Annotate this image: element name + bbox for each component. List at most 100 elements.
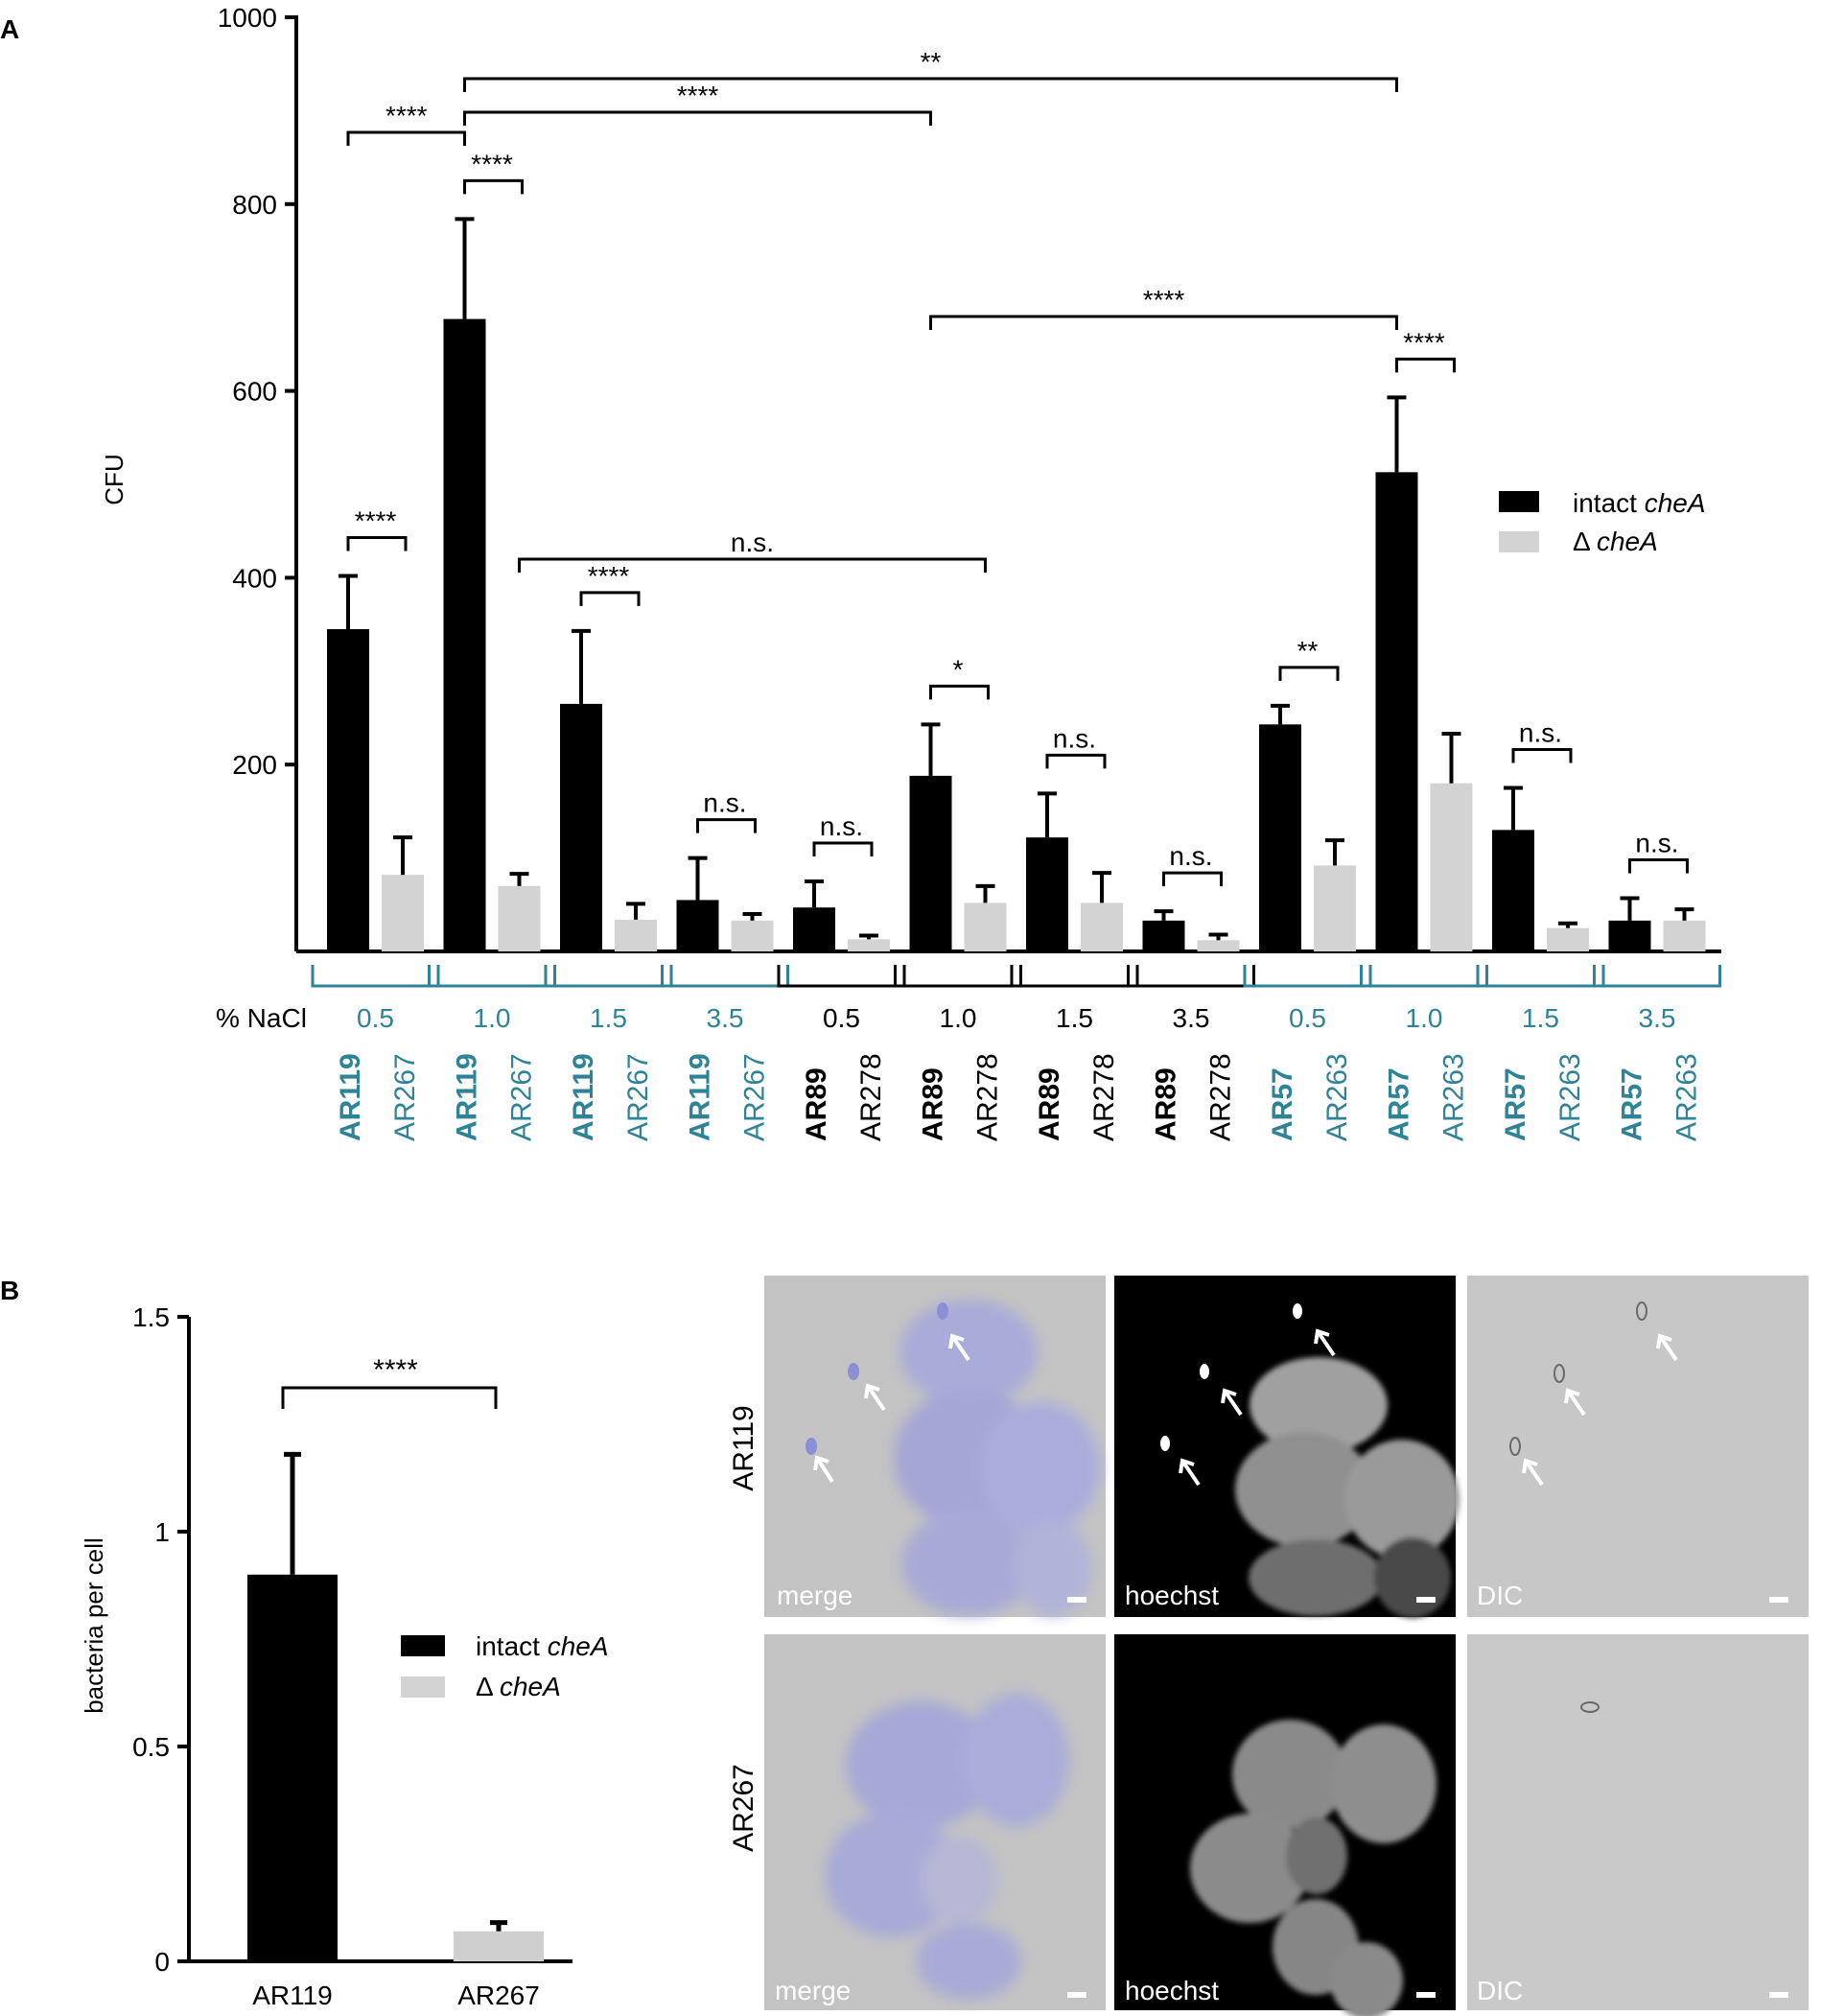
micrograph-ar267-dic: DIC	[1467, 1634, 1809, 2010]
nacl-value: 1.5	[590, 1003, 627, 1033]
significance-label: n.s.	[703, 788, 746, 818]
comparison-label: **	[921, 47, 942, 77]
group-bracket	[1243, 965, 1372, 988]
bar-intact	[793, 907, 835, 951]
group-bracket	[1476, 965, 1605, 988]
legend-label-delta: Δ cheA	[1573, 527, 1658, 556]
significance-label: ****	[1403, 327, 1445, 357]
group-bracket	[1360, 965, 1488, 988]
comparison-bracket	[929, 315, 1398, 330]
comparison-bracket	[463, 110, 932, 126]
group-bracket	[1127, 965, 1255, 988]
significance-label: *	[953, 654, 964, 684]
significance-bracket	[1278, 666, 1340, 681]
panel-a-legend: intact cheA Δ cheA	[1499, 488, 1706, 556]
significance-bracket	[1511, 748, 1573, 763]
strain-label: AR89	[801, 1067, 832, 1141]
strain-label: AR119	[452, 1053, 483, 1141]
significance-label: n.s.	[820, 811, 863, 841]
significance-bracket	[579, 591, 641, 606]
micrograph-ar267-hoechst: hoechst	[1114, 1634, 1456, 2016]
bar-delta	[1547, 927, 1589, 951]
merge-label-1: merge	[777, 1581, 853, 1610]
nacl-value: 0.5	[1289, 1003, 1326, 1033]
mutant-label: AR263	[1554, 1053, 1586, 1141]
strain-label: AR119	[685, 1053, 716, 1141]
legend-b-label-delta: Δ cheA	[476, 1672, 561, 1701]
comparison-bracket	[463, 77, 1398, 92]
mutant-label: AR267	[389, 1053, 421, 1141]
strain-label: AR57	[1267, 1067, 1298, 1141]
bar-delta	[1197, 940, 1240, 951]
comparison-bracket	[518, 557, 987, 573]
y-tick-label: 1000	[218, 3, 277, 33]
comparison-label: ****	[677, 81, 719, 110]
significance-label: ****	[471, 149, 513, 178]
strain-label: AR89	[1034, 1067, 1065, 1141]
group-bracket	[428, 965, 556, 988]
bar-intact	[909, 775, 952, 951]
mutant-label: AR263	[1321, 1053, 1353, 1141]
group-bracket	[661, 965, 789, 988]
nacl-value: 1.0	[474, 1003, 511, 1033]
group-bracket	[1010, 965, 1139, 988]
bar-intact	[327, 628, 369, 951]
comparison-label: n.s.	[731, 527, 774, 557]
bar-ar267	[454, 1931, 544, 1961]
y-tick-label: 800	[232, 190, 277, 220]
significance-bracket	[1045, 753, 1107, 769]
bar-intact	[1259, 724, 1301, 951]
mutant-label: AR263	[1438, 1053, 1470, 1141]
significance-label: n.s.	[1053, 723, 1096, 753]
micrograph-row-label-ar119: AR119	[728, 1405, 759, 1491]
strain-label: AR89	[918, 1067, 949, 1141]
significance-bracket	[1162, 871, 1223, 887]
micrograph-ar119-dic: DIC	[1467, 1276, 1809, 1617]
bar-intact	[443, 318, 486, 951]
comparison-label: ****	[1143, 285, 1185, 315]
panel-b-label: B	[0, 1276, 19, 1305]
group-bracket	[311, 965, 440, 988]
dic-label-1: DIC	[1477, 1581, 1523, 1610]
nacl-value: 1.0	[940, 1003, 977, 1033]
group-bracket	[1593, 965, 1721, 988]
bar-intact	[1142, 920, 1185, 951]
significance-label: n.s.	[1169, 841, 1212, 871]
bar-delta	[1314, 865, 1356, 951]
significance-label: ****	[355, 505, 397, 535]
y-tick-label: 600	[232, 377, 277, 407]
bar-intact	[560, 703, 602, 951]
micrograph-row-label-ar267: AR267	[728, 1764, 759, 1852]
strain-label: AR57	[1384, 1067, 1415, 1141]
legend-b-swatch-intact	[401, 1635, 445, 1656]
strain-label: AR57	[1500, 1067, 1531, 1141]
bar-delta	[731, 920, 774, 951]
significance-bracket	[812, 841, 874, 856]
bar-ar119	[247, 1574, 338, 1961]
hoechst-label-2: hoechst	[1125, 1976, 1219, 2005]
legend-swatch-delta	[1499, 531, 1539, 552]
group-bracket	[894, 965, 1022, 988]
significance-label: n.s.	[1635, 828, 1678, 857]
panel-a-label: A	[0, 14, 19, 44]
nacl-row-label: % NaCl	[216, 1003, 307, 1033]
panel-b-y-axis-label: bacteria per cell	[80, 1537, 108, 1714]
nacl-value: 3.5	[1173, 1003, 1210, 1033]
legend-b-swatch-delta	[401, 1676, 445, 1698]
bar-delta	[1081, 903, 1123, 951]
strain-label: AR119	[335, 1053, 366, 1141]
x-tick-label: AR119	[252, 1981, 333, 2010]
strain-label: AR57	[1617, 1067, 1648, 1141]
panel-b-legend: intact cheA Δ cheA	[401, 1631, 609, 1701]
mutant-label: AR278	[855, 1053, 887, 1141]
micrograph-grid: AR119 AR267	[728, 1276, 1809, 2016]
micrograph-ar119-merge: merge	[764, 1276, 1106, 1617]
strain-label: AR89	[1151, 1067, 1182, 1141]
y-tick-label: 400	[232, 563, 277, 593]
nacl-value: 3.5	[707, 1003, 744, 1033]
y-tick-label: 1	[154, 1517, 170, 1547]
group-bracket	[777, 965, 906, 988]
bar-intact	[1026, 837, 1068, 951]
bar-intact	[1608, 920, 1651, 951]
